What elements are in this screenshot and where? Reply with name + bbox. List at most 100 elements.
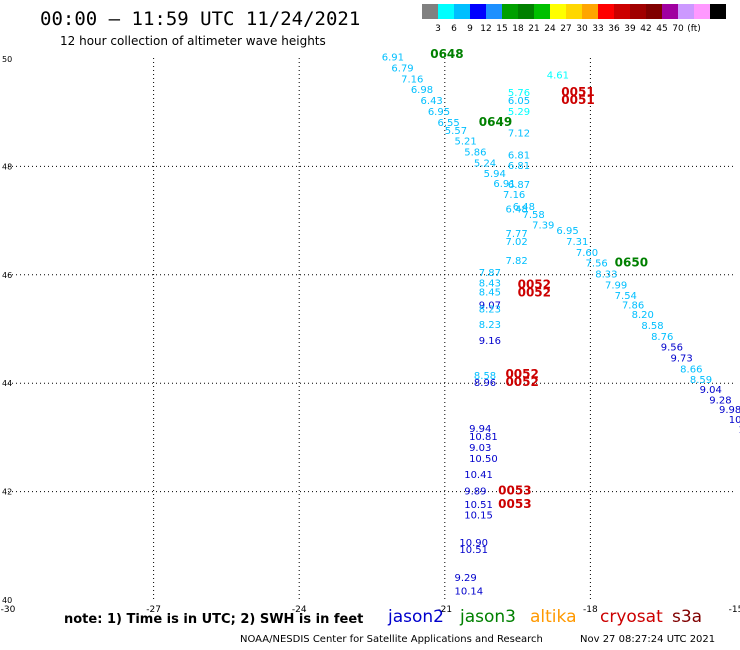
swh-value: 7.02 bbox=[505, 237, 527, 248]
x-tick-label: -27 bbox=[146, 605, 161, 615]
legend-swatch bbox=[582, 4, 598, 19]
x-tick-label: -21 bbox=[437, 605, 452, 615]
legend-s3a: s3a bbox=[672, 607, 703, 627]
swh-value: 6.87 bbox=[508, 180, 530, 191]
swh-value: 10.51 bbox=[464, 500, 493, 511]
swh-value: 10.41 bbox=[464, 470, 493, 481]
legend-swatch bbox=[486, 4, 502, 19]
legend-swatch bbox=[678, 4, 694, 19]
swh-value: 8.96 bbox=[474, 378, 496, 389]
legend-label: 70 bbox=[672, 24, 684, 34]
swh-value: 5.21 bbox=[455, 137, 477, 148]
legend-label: 36 bbox=[608, 24, 620, 34]
pass-time-label: 0051 bbox=[561, 85, 594, 99]
swh-value: 10.51 bbox=[459, 545, 488, 556]
swh-value: 9.98 bbox=[719, 405, 740, 416]
y-tick-label: 46 bbox=[2, 271, 12, 280]
swh-value: 8.20 bbox=[632, 310, 654, 321]
legend-swatch bbox=[454, 4, 470, 19]
legend-swatch bbox=[566, 4, 582, 19]
swh-value: 5.29 bbox=[508, 107, 530, 118]
pass-time-label: 0051 bbox=[561, 93, 594, 107]
legend-label: 21 bbox=[528, 24, 539, 34]
swh-value: 7.39 bbox=[532, 221, 554, 232]
note-text: note: 1) Time is in UTC; 2) SWH is in fe… bbox=[64, 612, 364, 627]
y-tick-label: 40 bbox=[2, 596, 12, 605]
legend-altika: altika bbox=[530, 607, 577, 627]
legend-label: 9 bbox=[467, 24, 473, 34]
swh-value: 8.58 bbox=[641, 321, 663, 332]
legend-jason2: jason2 bbox=[388, 607, 444, 627]
swh-value: 8.33 bbox=[595, 270, 617, 281]
pass-time-label: 0053 bbox=[498, 483, 531, 497]
legend-swatch bbox=[502, 4, 518, 19]
legend-swatch bbox=[534, 4, 550, 19]
swh-value: 7.86 bbox=[622, 300, 644, 311]
swh-value: 9.16 bbox=[479, 336, 501, 347]
legend-label: 18 bbox=[512, 24, 524, 34]
x-tick-label: -18 bbox=[583, 605, 598, 615]
x-tick-label: -15 bbox=[729, 605, 740, 615]
swh-value: 4.61 bbox=[547, 71, 569, 82]
swh-value: 6.95 bbox=[428, 107, 450, 118]
swh-value: 8.23 bbox=[479, 320, 501, 331]
pass-time-label: 0052 bbox=[505, 375, 538, 389]
swh-value: 6.48 bbox=[513, 202, 535, 213]
legend-label: 33 bbox=[592, 24, 603, 34]
legend-swatch bbox=[550, 4, 566, 19]
y-tick-label: 48 bbox=[2, 162, 12, 171]
page-title: 00:00 — 11:59 UTC 11/24/2021 bbox=[40, 8, 361, 30]
swh-value: 9.29 bbox=[455, 573, 477, 584]
legend-label: 45 bbox=[656, 24, 667, 34]
pass-time-label: 0052 bbox=[518, 277, 551, 291]
swh-value: 7.54 bbox=[615, 291, 637, 302]
legend-label: 6 bbox=[451, 24, 457, 34]
swh-value: 8.45 bbox=[479, 287, 501, 298]
legend-swatch bbox=[662, 4, 678, 19]
legend-swatch bbox=[630, 4, 646, 19]
swh-value: 10.50 bbox=[469, 454, 498, 465]
x-tick-label: -24 bbox=[292, 605, 307, 615]
legend-label: 30 bbox=[576, 24, 588, 34]
swh-value: 8.43 bbox=[479, 279, 501, 290]
swh-value: 10.81 bbox=[469, 432, 498, 443]
swh-value: 7.16 bbox=[401, 74, 423, 85]
pass-time-label: 0649 bbox=[479, 115, 512, 129]
legend-label: 39 bbox=[624, 24, 636, 34]
legend-label: 24 bbox=[544, 24, 556, 34]
swh-value: 7.56 bbox=[586, 259, 608, 270]
swh-value: 10.15 bbox=[464, 511, 493, 522]
swh-value: 6.91 bbox=[493, 179, 515, 190]
swh-value: 8.76 bbox=[651, 332, 673, 343]
legend-swatch bbox=[422, 4, 438, 19]
swh-value: 6.81 bbox=[508, 161, 530, 172]
swh-value: 6.81 bbox=[508, 150, 530, 161]
legend-swatch bbox=[646, 4, 662, 19]
swh-value: 9.73 bbox=[670, 354, 692, 365]
swh-value: 6.48 bbox=[505, 204, 527, 215]
swh-value: 7.77 bbox=[505, 229, 527, 240]
legend-swatch bbox=[614, 4, 630, 19]
swh-value: 8.23 bbox=[479, 305, 501, 316]
legend-swatch bbox=[470, 4, 486, 19]
swh-value: 10.14 bbox=[455, 587, 484, 598]
legend-label: 3 bbox=[435, 24, 441, 34]
swh-value: 7.99 bbox=[605, 280, 627, 291]
swh-value: 9.56 bbox=[661, 343, 683, 354]
legend-label: 15 bbox=[496, 24, 507, 34]
swh-value: 8.66 bbox=[680, 364, 702, 375]
swh-value: 9.04 bbox=[700, 385, 722, 396]
y-tick-label: 50 bbox=[2, 55, 12, 64]
swh-value: 6.98 bbox=[411, 85, 433, 96]
swh-value: 7.82 bbox=[505, 256, 527, 267]
legend-jason3: jason3 bbox=[460, 607, 516, 627]
legend-swatch bbox=[710, 4, 726, 19]
swh-value: 7.60 bbox=[576, 248, 598, 259]
pass-time-label: 0650 bbox=[615, 256, 648, 270]
pass-time-label: 0053 bbox=[498, 497, 531, 511]
swh-value: 5.94 bbox=[484, 169, 506, 180]
legend-label: 42 bbox=[640, 24, 651, 34]
page-subtitle: 12 hour collection of altimeter wave hei… bbox=[60, 34, 326, 48]
swh-value: 6.79 bbox=[391, 64, 413, 75]
